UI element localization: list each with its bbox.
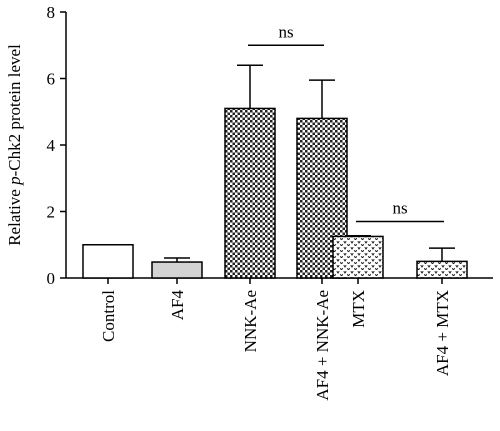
error-bars [164,64,455,263]
y-tick-label: 4 [47,136,56,155]
bar-af4 [151,261,203,279]
y-axis-title-italic: p [5,176,24,186]
y-axis-title: Relative p-Chk2 protein level [5,44,24,246]
bar-control [82,244,134,279]
x-axis-tick-labels: Control AF4 NNK-Ae AF4 + NNK-Ae MTX AF4 + MTX [99,290,452,401]
bars [82,107,468,279]
y-axis-title-post: -Chk2 protein level [5,44,24,176]
y-tick-label: 2 [47,203,56,222]
axes [65,12,493,284]
x-tick-label: AF4 [168,290,187,321]
x-tick-label: Control [99,290,118,342]
x-tick-label: NNK-Ae [241,290,260,352]
x-tick-label: MTX [349,290,368,328]
bar-af4-mtx [416,260,468,279]
x-tick-label: AF4 + MTX [433,290,452,376]
y-tick-label: 8 [47,3,56,22]
x-tick-label: AF4 + NNK-Ae [313,290,332,401]
bar-mtx [332,235,384,279]
significance-label: ns [278,22,293,41]
significance-brackets: ns ns [248,22,444,223]
significance-label: ns [392,198,407,217]
y-tick-label: 0 [47,269,56,288]
y-axis-title-pre: Relative [5,185,24,246]
y-tick-label: 6 [47,70,56,89]
y-axis-ticks: 0 2 4 6 8 [47,3,66,288]
bar-nnk-ae [224,107,276,279]
